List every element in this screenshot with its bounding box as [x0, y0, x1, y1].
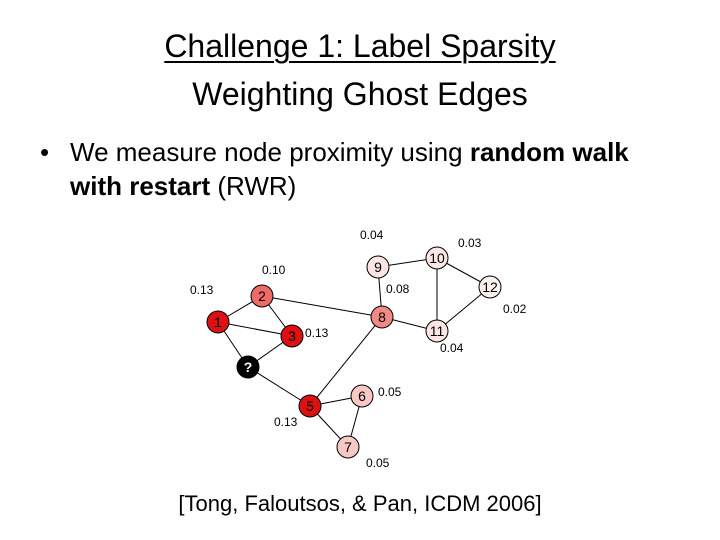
- graph-node-7: 7: [336, 435, 360, 459]
- graph-node-circle: [350, 384, 374, 408]
- rwr-score-node-11: 0.04: [440, 341, 464, 355]
- graph-node-2: 2: [250, 284, 274, 308]
- bullet-text-plain: We measure node proximity using: [70, 137, 470, 167]
- graph-node-10: 10: [425, 246, 449, 270]
- graph-node-label: 6: [358, 388, 366, 404]
- citation: [Tong, Faloutsos, & Pan, ICDM 2006]: [178, 491, 542, 516]
- rwr-score-node-12: 0.02: [503, 302, 527, 316]
- rwr-score-node-6: 0.05: [378, 385, 402, 399]
- graph-node-label: 9: [374, 259, 382, 275]
- graph-node-label: 10: [429, 250, 445, 266]
- rwr-score-node-2: 0.10: [262, 263, 286, 277]
- rwr-score-node-1: 0.13: [190, 283, 214, 297]
- graph-node-circle: [425, 246, 449, 270]
- graph-node-circle: [236, 355, 260, 379]
- graph-node-1: 1: [206, 310, 230, 334]
- graph-node-circle: [366, 255, 390, 279]
- graph-node-circle: [206, 310, 230, 334]
- graph-node-12: 12: [478, 275, 502, 299]
- graph-node-6: 6: [350, 384, 374, 408]
- rwr-score-node-9: 0.04: [360, 228, 384, 242]
- graph-node-circle: [478, 275, 502, 299]
- slide-subtitle: Weighting Ghost Edges: [192, 76, 528, 112]
- graph-node-label: 12: [482, 279, 498, 295]
- slide-title: Challenge 1: Label Sparsity: [164, 28, 556, 64]
- scores-layer: 0.13 0.10 0.13 0.13 0.05 0.05 0.08 0.04 0.03 0.04…: [190, 228, 527, 470]
- graph-node-8: 8: [370, 305, 394, 329]
- bullet-text-bold: random walk with restart: [70, 137, 629, 201]
- graph-node-label: 5: [306, 398, 314, 414]
- graph-node-query: ?: [236, 355, 260, 379]
- graph-node-label: 3: [288, 328, 296, 344]
- graph-edge-5-8: [309, 316, 383, 407]
- graph-node-label: ?: [244, 359, 253, 375]
- graph-node-circle: [336, 435, 360, 459]
- rwr-score-node-10: 0.03: [458, 236, 482, 250]
- rwr-score-node-3: 0.13: [305, 326, 329, 340]
- graph-node-label: 7: [344, 439, 352, 455]
- graph-node-circle: [280, 324, 304, 348]
- graph-node-circle: [250, 284, 274, 308]
- bullet-text: We measure node proximity using random w…: [70, 135, 670, 203]
- rwr-score-node-5: 0.13: [274, 415, 298, 429]
- graph-node-label: 1: [214, 314, 222, 330]
- graph-node-3: 3: [280, 324, 304, 348]
- bullet-dot: •: [40, 137, 50, 167]
- graph-edge-q-5: [247, 366, 311, 407]
- graph-node-circle: [425, 319, 449, 343]
- graph-node-9: 9: [366, 255, 390, 279]
- graph-node-label: 2: [258, 288, 266, 304]
- graph-edge-2-8: [261, 295, 383, 318]
- graph-node-label: 8: [378, 309, 386, 325]
- graph-edge-1-3: [217, 321, 293, 337]
- graph-node-label: 11: [430, 323, 445, 339]
- rwr-score-node-7: 0.05: [366, 456, 390, 470]
- bullet-text-suffix: (RWR): [210, 171, 297, 201]
- rwr-score-node-8: 0.08: [386, 282, 410, 296]
- graph-node-5: 5: [298, 394, 322, 418]
- graph-node-circle: [298, 394, 322, 418]
- graph-node-circle: [370, 305, 394, 329]
- graph-node-11: 11: [425, 319, 449, 343]
